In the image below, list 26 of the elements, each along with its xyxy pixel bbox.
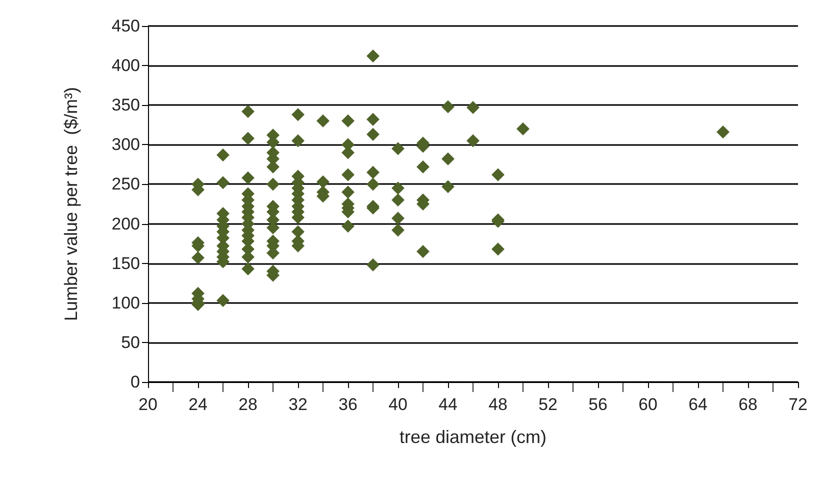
y-tick-label: 50 xyxy=(121,332,140,352)
y-tick-label: 100 xyxy=(112,293,140,312)
x-tick-label: 28 xyxy=(238,395,258,414)
y-tick-label: 200 xyxy=(112,214,140,234)
x-tick-label: 64 xyxy=(688,395,708,414)
x-tick-label: 44 xyxy=(438,395,458,414)
y-tick-label: 400 xyxy=(112,56,140,76)
x-tick-label: 40 xyxy=(388,395,408,414)
y-tick-label: 300 xyxy=(112,135,140,154)
y-tick-label: 350 xyxy=(112,96,140,115)
x-tick-label: 48 xyxy=(488,395,508,414)
x-tick-label: 60 xyxy=(638,395,658,414)
x-tick-label: 72 xyxy=(788,395,808,414)
y-axis-title: Lumber value per tree ($/m³) xyxy=(61,86,81,322)
y-tick-label: 150 xyxy=(112,254,140,273)
x-tick-label: 20 xyxy=(138,395,158,414)
y-tick-label: 0 xyxy=(130,372,140,392)
y-tick-label: 250 xyxy=(112,174,140,194)
x-tick-label: 24 xyxy=(188,395,208,414)
x-tick-label: 56 xyxy=(588,395,608,414)
x-tick-label: 32 xyxy=(288,395,308,414)
x-axis-title: tree diameter (cm) xyxy=(399,427,547,447)
x-tick-label: 52 xyxy=(538,395,558,414)
x-tick-label: 68 xyxy=(738,395,758,414)
x-tick-label: 36 xyxy=(338,395,358,414)
y-tick-label: 450 xyxy=(112,16,140,36)
